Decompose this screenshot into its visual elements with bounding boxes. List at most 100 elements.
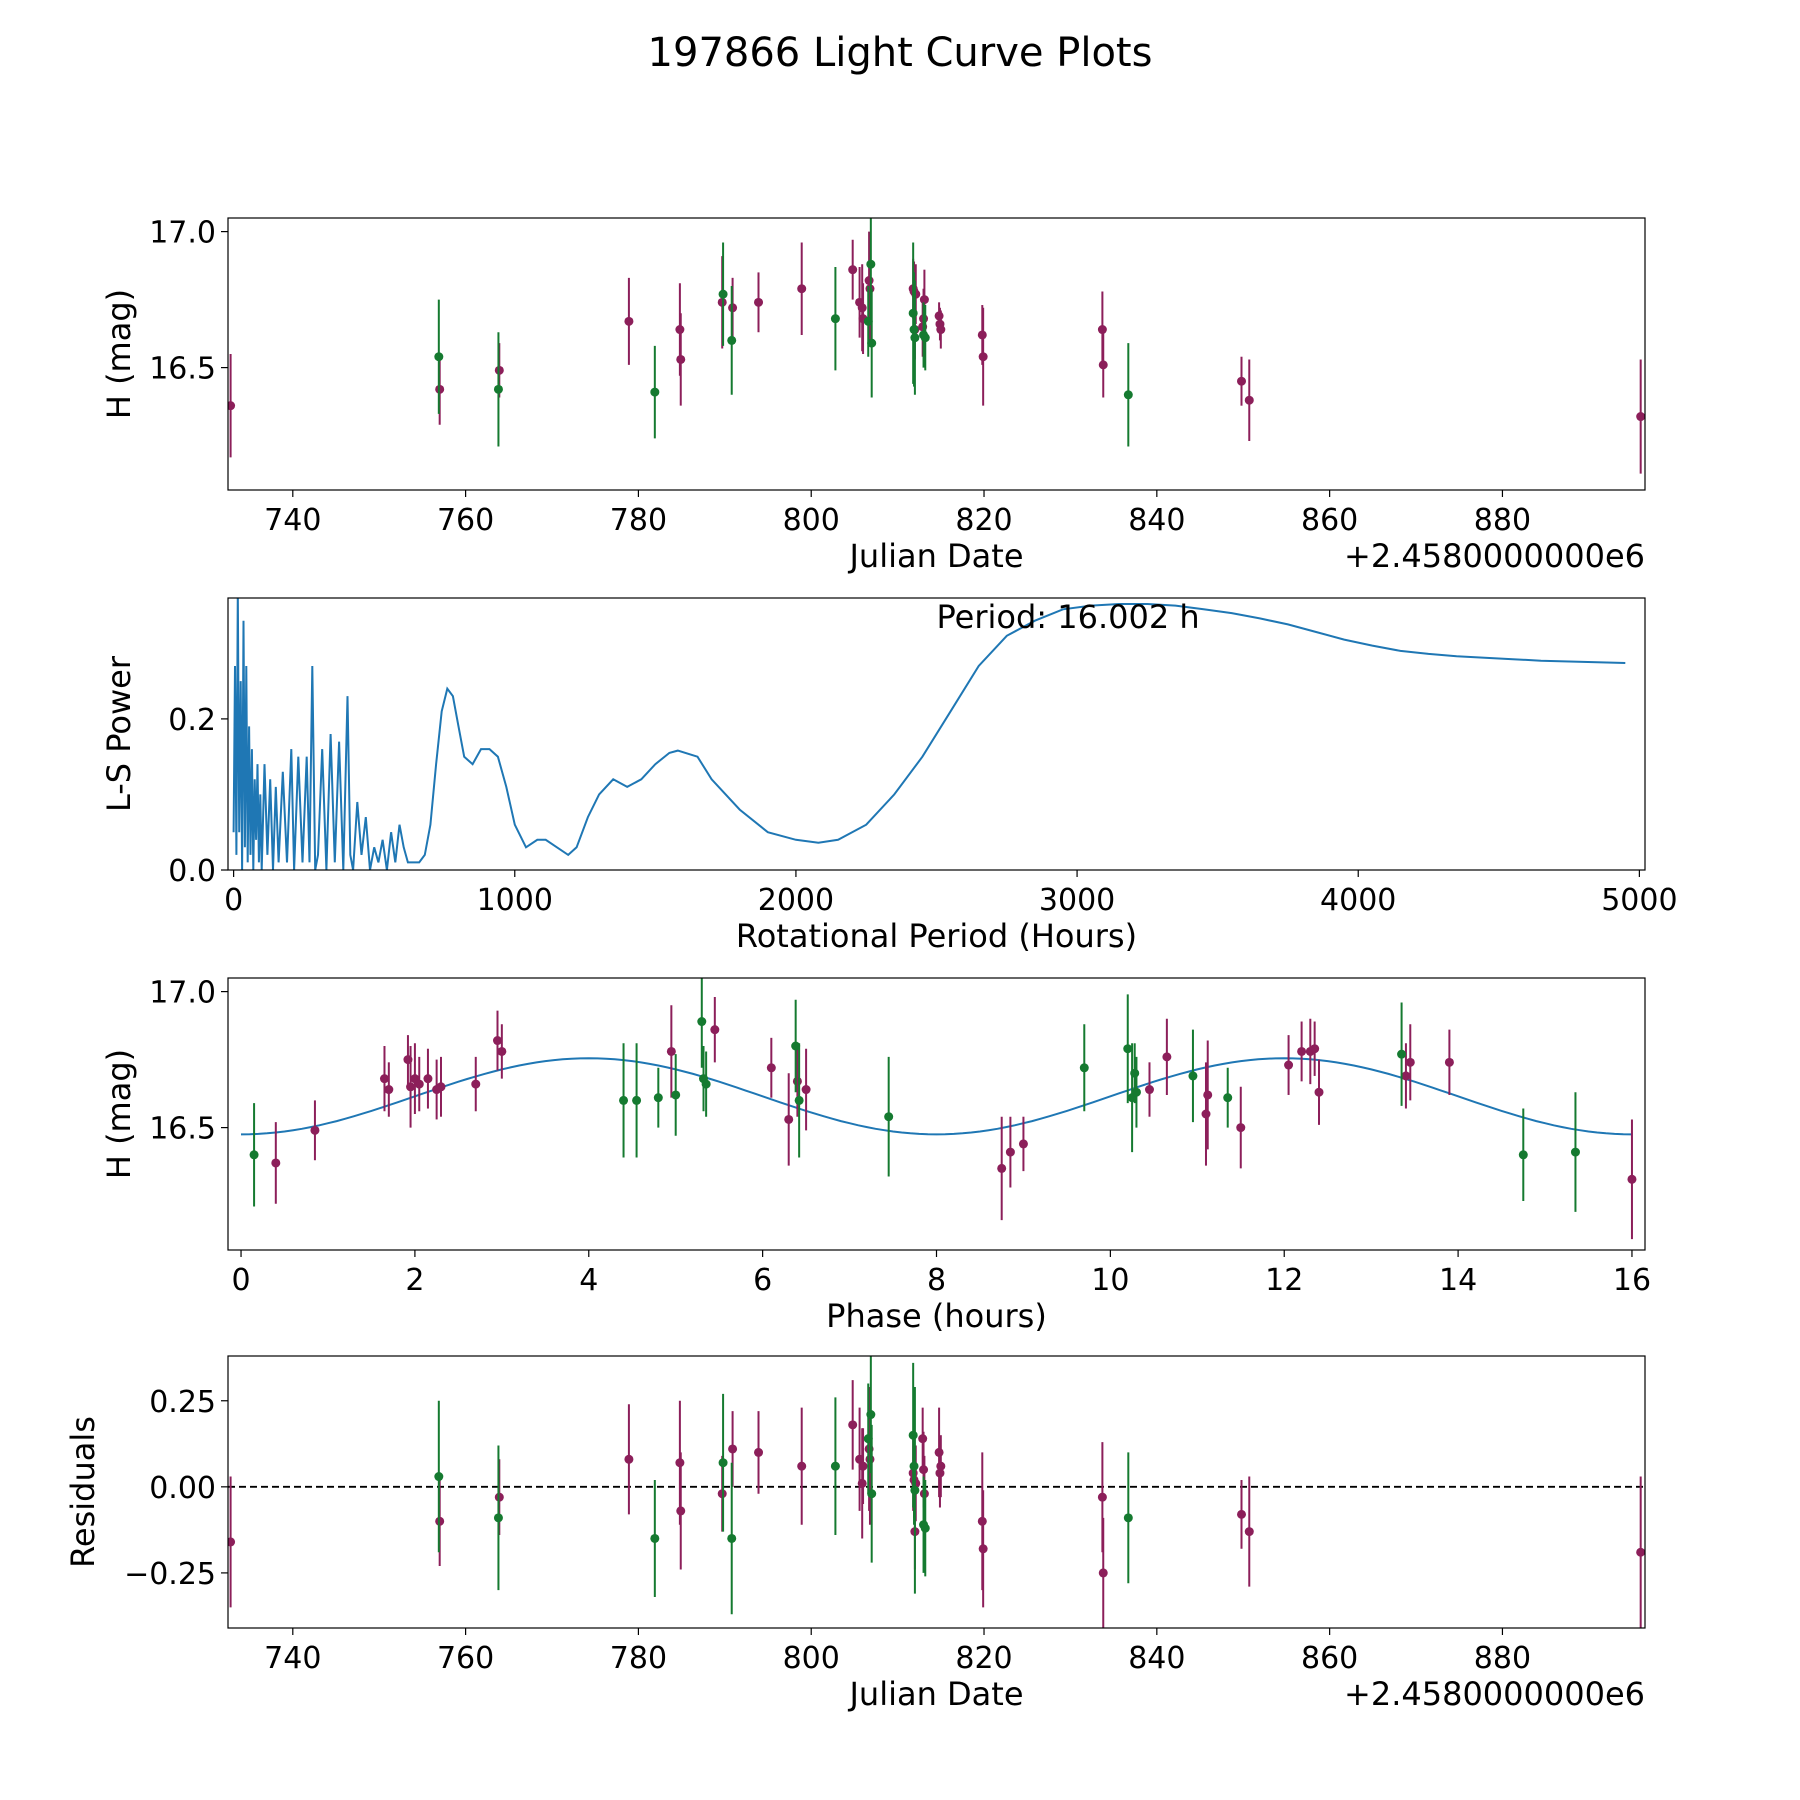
phased-point-r: [801, 1085, 811, 1095]
residuals-point-r: [754, 1447, 764, 1457]
phased-point-g: [884, 1112, 894, 1122]
residuals-point-g: [866, 1410, 876, 1420]
phased-point-g: [791, 1041, 801, 1051]
lightcurve-point-r: [936, 325, 946, 335]
residuals-point-g: [493, 1513, 503, 1523]
lightcurve-point-g: [863, 316, 873, 326]
figure-title: 197866 Light Curve Plots: [648, 30, 1153, 76]
phased-axes-frame: [227, 977, 1646, 1251]
periodogram-xtick-label: 2000: [758, 883, 834, 918]
phased-point-r: [1314, 1087, 1324, 1097]
phased-panel: 0 2 4 6 8 10 12 14 16 16.5 17.0 Phase (hours) H (mag…: [100, 976, 1651, 1335]
phased-xlabel: Phase (hours): [826, 1297, 1047, 1335]
residuals-point-r: [1097, 1492, 1107, 1502]
residuals-point-r: [936, 1461, 946, 1471]
residuals-point-r: [858, 1461, 868, 1471]
phased-ylabel: H (mag): [100, 1049, 138, 1179]
periodogram-xtick-label: 3000: [1039, 883, 1115, 918]
periodogram-ytick-label: 0.2: [168, 703, 216, 738]
periodogram-power-line: [232, 598, 1626, 870]
periodogram-data: [232, 598, 1626, 870]
phased-point-g: [1188, 1071, 1198, 1081]
phased-xtick-label: 10: [1091, 1263, 1129, 1298]
lightcurve-point-g: [727, 335, 737, 345]
residuals-ytick-label: 0.25: [149, 1385, 216, 1420]
phased-point-g: [632, 1095, 642, 1105]
residuals-x-offset-label: +2.4580000000e6: [1344, 1675, 1645, 1713]
residuals-point-g: [434, 1472, 444, 1482]
phased-point-r: [1018, 1139, 1028, 1149]
phased-point-r: [1144, 1085, 1154, 1095]
residuals-point-r: [1244, 1527, 1254, 1537]
lightcurve-xtick-label: 760: [437, 503, 494, 538]
residuals-point-r: [797, 1461, 807, 1471]
residuals-point-g: [920, 1523, 930, 1533]
lightcurve-xtick-label: 780: [610, 503, 667, 538]
lightcurve-point-r: [676, 354, 686, 364]
periodogram-ytick-label: 0.0: [168, 854, 216, 889]
phased-xtick-label: 14: [1439, 1263, 1477, 1298]
lightcurve-point-g: [1123, 390, 1133, 400]
residuals-panel: 740 760 780 800 820 840 860 880 −0.25 0.00 0.25 Jul…: [64, 1355, 1646, 1713]
lightcurve-xtick-label: 820: [955, 503, 1012, 538]
periodogram-xtick-label: 5000: [1601, 883, 1677, 918]
lightcurve-point-g: [650, 387, 660, 397]
phased-xtick-label: 4: [579, 1263, 598, 1298]
residuals-point-g: [727, 1533, 737, 1543]
lightcurve-point-g: [830, 314, 840, 324]
residuals-ytick-label: −0.25: [124, 1557, 216, 1592]
residuals-xtick-label: 740: [264, 1641, 321, 1676]
residuals-xtick-label: 800: [783, 1641, 840, 1676]
phased-point-r: [384, 1085, 394, 1095]
lightcurve-point-r: [1636, 412, 1645, 422]
phased-point-g: [1130, 1068, 1140, 1078]
phased-point-r: [471, 1079, 481, 1089]
residuals-point-g: [650, 1533, 660, 1543]
residuals-point-r: [728, 1444, 738, 1454]
lightcurve-xtick-label: 840: [1128, 503, 1185, 538]
lightcurve-point-r: [624, 316, 634, 326]
lightcurve-point-r: [1244, 395, 1254, 405]
lightcurve-point-g: [866, 259, 876, 269]
lightcurve-xlabel: Julian Date: [847, 537, 1023, 575]
residuals-point-r: [1636, 1547, 1645, 1557]
residuals-axes-frame: [227, 1355, 1646, 1629]
phased-point-r: [414, 1079, 424, 1089]
phased-point-r: [766, 1063, 776, 1073]
residuals-xtick-label: 880: [1474, 1641, 1531, 1676]
phased-point-r: [492, 1036, 502, 1046]
lightcurve-point-g: [910, 333, 920, 343]
lightcurve-point-r: [978, 352, 988, 362]
phased-point-r: [379, 1074, 389, 1084]
residuals-xtick-label: 820: [955, 1641, 1012, 1676]
residuals-point-r: [228, 1537, 236, 1547]
lightcurve-point-r: [1098, 360, 1108, 370]
residuals-point-g: [910, 1485, 920, 1495]
residuals-ylabel: Residuals: [64, 1416, 102, 1568]
phased-point-g: [671, 1090, 681, 1100]
residuals-point-r: [1237, 1509, 1247, 1519]
phased-point-r: [1444, 1057, 1454, 1067]
residuals-point-g: [718, 1458, 728, 1468]
phased-point-g: [701, 1079, 711, 1089]
phased-point-g: [794, 1095, 804, 1105]
lightcurve-ytick-label: 16.5: [149, 352, 216, 387]
phased-point-r: [271, 1158, 281, 1168]
phased-point-r: [997, 1163, 1007, 1173]
lightcurve-point-r: [919, 295, 929, 305]
residuals-data: [228, 1356, 1645, 1628]
residuals-point-r: [978, 1544, 988, 1554]
phased-point-r: [1201, 1109, 1211, 1119]
lightcurve-point-r: [754, 297, 764, 307]
periodogram-annotation: Period: 16.002 h: [937, 598, 1200, 636]
phased-point-g: [697, 1017, 707, 1027]
phased-point-g: [1131, 1087, 1141, 1097]
lightcurve-point-r: [1097, 325, 1107, 335]
residuals-xlabel: Julian Date: [847, 1675, 1023, 1713]
lightcurve-xtick-label: 740: [264, 503, 321, 538]
residuals-point-g: [867, 1489, 877, 1499]
lightcurve-point-g: [718, 289, 728, 299]
residuals-xtick-label: 840: [1128, 1641, 1185, 1676]
